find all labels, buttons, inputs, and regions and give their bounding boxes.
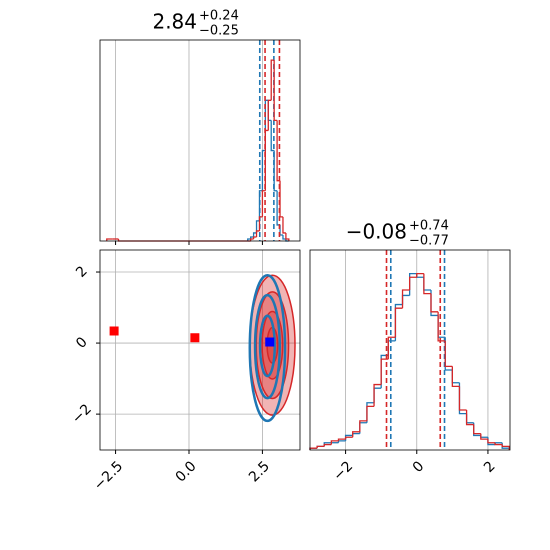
histogram-bin [394, 303, 403, 341]
histogram-bin [255, 230, 260, 237]
histogram-bin [487, 439, 496, 444]
histogram-bin [494, 442, 503, 446]
x-tick-label: 0.0 [173, 458, 200, 485]
histogram-bin [344, 436, 353, 440]
histogram-bin [416, 272, 424, 278]
histogram-bin [252, 232, 257, 237]
histogram-bin [285, 232, 290, 241]
contour [253, 293, 281, 400]
histogram-bin [430, 293, 439, 313]
marker [265, 337, 275, 347]
histogram-bin [352, 432, 360, 436]
histogram-bin [423, 273, 431, 295]
x-tick-label: −2.5 [91, 458, 126, 493]
histogram-bin [458, 386, 467, 411]
histogram-bin [473, 424, 481, 435]
marker [109, 326, 119, 336]
y-tick-label: −2 [69, 401, 95, 427]
x-tick-label: 2 [481, 458, 499, 476]
marker [190, 333, 200, 343]
histogram-bin [444, 337, 453, 371]
histogram-bin [282, 216, 286, 234]
panel-frame [99, 249, 301, 451]
histogram-bin [437, 311, 446, 342]
histogram-bin [401, 294, 410, 305]
histogram-bin [387, 340, 396, 356]
histogram-bin [480, 433, 488, 440]
histogram-bin [408, 276, 417, 290]
panel-frame [99, 39, 301, 242]
histogram-bin [255, 220, 260, 233]
histogram-bin [359, 422, 367, 434]
histogram-bin [465, 410, 474, 426]
histogram-bin [252, 236, 257, 239]
histogram-bin [323, 443, 332, 447]
panel-frame [309, 249, 511, 451]
histogram-bin [337, 438, 346, 441]
histogram-bin [359, 420, 367, 432]
histogram-bin [279, 180, 283, 218]
histogram-bin [261, 190, 266, 217]
histogram-bin [106, 238, 113, 241]
y-tick-label: 2 [73, 263, 91, 281]
histogram-bin [250, 238, 254, 241]
histogram-bin [273, 60, 278, 122]
histogram-bin [501, 444, 510, 450]
panel-title: 2.84 [152, 10, 197, 34]
histogram-bin [267, 99, 272, 131]
histogram-bin [373, 383, 382, 407]
histogram-bin [282, 234, 286, 240]
histogram-bin [387, 336, 396, 360]
histogram-bin [480, 435, 488, 438]
x-tick-label: 0 [410, 458, 428, 476]
histogram-bin [487, 437, 496, 446]
histogram-bin [270, 120, 275, 152]
histogram-bin [458, 382, 467, 415]
x-tick-label: 2.5 [246, 458, 273, 485]
histogram-bin [366, 405, 375, 421]
histogram-bin [250, 236, 254, 239]
y-tick-label: 0 [73, 334, 91, 352]
histogram-bin [337, 440, 346, 443]
contour [258, 314, 276, 378]
histogram-bin [465, 413, 474, 424]
histogram-bin [451, 366, 460, 388]
histogram-bin [270, 59, 275, 101]
contour [248, 273, 287, 423]
histogram-bin [401, 289, 410, 309]
panel-title: −0.08 [346, 220, 407, 244]
histogram-bin [444, 340, 453, 368]
histogram-bin [373, 387, 382, 403]
histogram-bin [330, 440, 339, 445]
histogram-bin [451, 370, 460, 384]
title-upper: +0.24 [199, 9, 239, 24]
title-lower: −0.25 [199, 24, 239, 39]
histogram-bin [316, 445, 325, 449]
histogram-bin [423, 277, 431, 291]
histogram-bin [344, 434, 353, 441]
title-lower: −0.77 [409, 234, 449, 249]
histogram-bin [380, 358, 389, 385]
histogram-bin [261, 149, 266, 191]
histogram-bin [258, 216, 263, 231]
histogram-bin [247, 238, 251, 241]
x-tick-label: −2 [330, 458, 356, 484]
title-upper: +0.74 [409, 219, 449, 234]
histogram-bin [352, 431, 360, 438]
histogram-bin [394, 307, 403, 338]
